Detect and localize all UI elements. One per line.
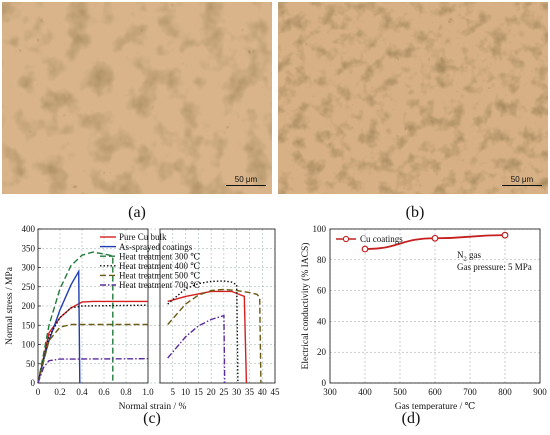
- series-line-left-5: [37, 358, 149, 384]
- panel-label-d: (d): [401, 410, 421, 427]
- x-axis-label: Normal strain / %: [119, 402, 187, 410]
- x-tick-label: 500: [393, 387, 407, 397]
- scale-bar-b: 50 μm: [502, 175, 542, 186]
- x-tick-label: 20: [207, 387, 217, 397]
- x-tick-label: 400: [358, 387, 372, 397]
- y-tick-label: 200: [22, 301, 36, 311]
- legend-label: Pure Cu bulk: [119, 232, 167, 242]
- x-tick-label: 900: [533, 387, 547, 397]
- y-tick-label: 350: [22, 243, 36, 253]
- x-tick-label: 300: [323, 387, 337, 397]
- x-tick-label: 5: [171, 387, 176, 397]
- data-point: [431, 234, 439, 242]
- series-line-left-4: [37, 323, 148, 384]
- x-axis-label: Gas temperature / ℃: [395, 402, 476, 410]
- scale-bar-b-label: 50 μm: [510, 175, 534, 184]
- annotation-gas: N2 gas: [457, 250, 481, 263]
- data-point: [361, 245, 369, 253]
- annotation-pressure: Gas pressure: 5 MPa: [457, 262, 532, 272]
- legend-label: Heat treatment 400 ℃: [119, 261, 200, 271]
- y-tick-label: 300: [22, 263, 36, 273]
- series-line-left-2: [37, 251, 114, 384]
- x-tick-label: 0: [36, 387, 41, 397]
- y-tick-label: 250: [22, 282, 36, 292]
- x-tick-label: 0.8: [120, 387, 132, 397]
- x-tick-label: 800: [498, 387, 512, 397]
- x-tick-label: 30: [232, 387, 242, 397]
- micrograph-a: 50 μm: [2, 2, 272, 194]
- x-tick-label: 0.6: [98, 387, 110, 397]
- legend-marker: [342, 235, 350, 243]
- y-axis-label: Normal stress / MPa: [5, 266, 15, 345]
- y-tick-label: 150: [22, 320, 36, 330]
- series-line-right-5: [167, 314, 226, 384]
- y-tick-label: 40: [317, 316, 327, 326]
- x-tick-label: 45: [271, 387, 281, 397]
- stress-strain-chart: 0 50 100 150 200 250 300 350 400 0 0.2 0.4 0.6 0.8 1.0…: [5, 224, 281, 410]
- y-tick-label: 0: [322, 378, 327, 388]
- y-tick-label: 100: [22, 340, 36, 350]
- x-tick-label: 0.4: [76, 387, 88, 397]
- micrograph-b-texture: [278, 2, 548, 194]
- plot-frame-right: [159, 228, 276, 384]
- series-line-right-3: [167, 280, 239, 384]
- legend-label: Heat treatment 300 ℃: [119, 251, 200, 261]
- micrograph-a-texture: [2, 2, 272, 194]
- series-line-left-0: [37, 300, 148, 384]
- series-line-left-1: [37, 268, 81, 384]
- y-axis-label: Electrical conductivity (% IACS): [300, 243, 311, 370]
- panel-label-b: (b): [405, 204, 425, 221]
- y-tick-label: 50: [26, 359, 36, 369]
- y-tick-label: 400: [22, 224, 36, 234]
- y-tick-label: 80: [317, 255, 327, 265]
- scale-bar-a-label: 50 μm: [234, 175, 258, 184]
- y-tick-label: 0: [31, 378, 36, 388]
- legend-label: Heat treatment 500 ℃: [119, 271, 200, 281]
- x-tick-label: 10: [181, 387, 191, 397]
- x-tick-label: 600: [428, 387, 442, 397]
- x-tick-label: 700: [463, 387, 477, 397]
- data-point: [501, 231, 509, 239]
- legend-label: Heat treatment 700 ℃: [119, 280, 200, 290]
- x-tick-label: 15: [194, 387, 204, 397]
- plot-frame: [329, 228, 541, 384]
- series-line-right-0: [167, 290, 248, 384]
- scale-bar-a: 50 μm: [226, 175, 266, 186]
- legend-label: As-sprayed coatings: [119, 242, 193, 252]
- y-tick-label: 60: [317, 286, 327, 296]
- panel-label-c: (c): [143, 410, 161, 427]
- x-tick-label: 25: [219, 387, 229, 397]
- legend-label: Cu coatings: [360, 234, 403, 244]
- x-tick-label: 0.2: [54, 387, 65, 397]
- series-line-cu-coatings: [364, 234, 506, 250]
- x-tick-label: 35: [245, 387, 255, 397]
- x-tick-label: 1.0: [142, 387, 154, 397]
- series-line-left-3: [37, 304, 149, 384]
- y-tick-label: 100: [313, 224, 327, 234]
- y-tick-label: 20: [317, 347, 327, 357]
- panel-label-a: (a): [128, 204, 146, 221]
- x-tick-label: 40: [258, 387, 268, 397]
- micrograph-b: 50 μm: [278, 2, 548, 194]
- series-line-right-4: [167, 288, 262, 384]
